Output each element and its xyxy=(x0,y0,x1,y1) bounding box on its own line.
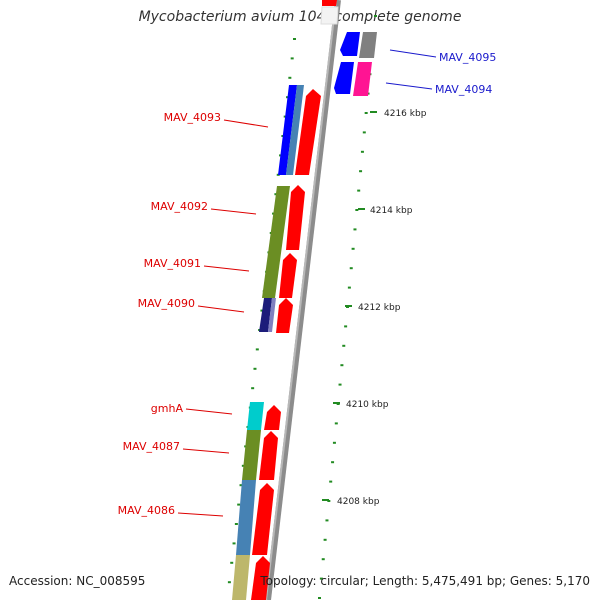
cog-bar-mav4087-olive[interactable] xyxy=(242,430,261,480)
gene-arrow-mav4095-cog-blue[interactable] xyxy=(340,32,360,56)
gene-label-mav4094[interactable]: MAV_4094 xyxy=(385,82,492,96)
scale-tick-4212: 4212 kbp xyxy=(345,303,401,313)
accession-label: Accession: NC_008595 xyxy=(9,574,146,588)
genome-backbone xyxy=(265,0,341,600)
gene-arrow-gmha[interactable] xyxy=(264,405,281,430)
cog-bar-gmha-cyan[interactable] xyxy=(247,402,264,430)
svg-text:MAV_4091: MAV_4091 xyxy=(144,257,201,270)
gene-label-mav4091[interactable]: MAV_4091 xyxy=(144,257,250,272)
cog-bar-next-khaki[interactable] xyxy=(232,555,250,600)
svg-text:4210 kbp: 4210 kbp xyxy=(346,400,389,410)
gene-arrow-mav4086[interactable] xyxy=(252,483,274,555)
svg-text:MAV_4090: MAV_4090 xyxy=(138,297,195,310)
cog-bar-mav4086-steel[interactable] xyxy=(236,480,256,555)
svg-text:MAV_4094: MAV_4094 xyxy=(435,83,492,96)
gene-label-mav4092[interactable]: MAV_4092 xyxy=(151,200,257,215)
gene-arrow-mav4090[interactable] xyxy=(276,298,293,333)
gene-arrow-mav4093[interactable] xyxy=(295,89,321,175)
gene-arrow-next[interactable] xyxy=(251,556,270,600)
svg-text:MAV_4092: MAV_4092 xyxy=(151,200,208,213)
cog-bar-mav4093-steel[interactable] xyxy=(286,85,304,175)
gene-label-mav4087[interactable]: MAV_4087 xyxy=(123,440,230,454)
svg-text:MAV_4086: MAV_4086 xyxy=(118,504,175,517)
svg-text:MAV_4093: MAV_4093 xyxy=(164,111,221,124)
gene-label-mav4093[interactable]: MAV_4093 xyxy=(164,111,269,128)
scale-tick-4214: 4214 kbp xyxy=(358,206,413,216)
svg-text:MAV_4087: MAV_4087 xyxy=(123,440,180,453)
cog-bar-mav4092-olive[interactable] xyxy=(262,186,290,298)
gene-arrow-mav4091[interactable] xyxy=(279,253,297,298)
svg-text:4208 kbp: 4208 kbp xyxy=(337,497,380,507)
gene-arrow-mav4094-cog-blue[interactable] xyxy=(334,62,354,94)
cog-bar-mav4090-steel[interactable] xyxy=(268,298,276,332)
gene-label-gmha[interactable]: gmhA xyxy=(151,402,233,415)
scale-tick-4216: 4216 kbp xyxy=(370,109,427,119)
gene-arrow-mav4092[interactable] xyxy=(286,185,305,250)
gene-arrow-top-white[interactable] xyxy=(320,6,339,25)
svg-text:4212 kbp: 4212 kbp xyxy=(358,303,401,313)
gene-label-mav4090[interactable]: MAV_4090 xyxy=(138,297,245,313)
gene-label-mav4095[interactable]: MAV_4095 xyxy=(389,49,496,64)
svg-text:MAV_4095: MAV_4095 xyxy=(439,51,496,64)
scale-tick-4210: 4210 kbp xyxy=(333,400,389,410)
svg-text:4214 kbp: 4214 kbp xyxy=(370,206,413,216)
topology-label: Topology: circular; Length: 5,475,491 bp… xyxy=(260,574,590,588)
gene-arrow-mav4094-cog-magenta[interactable] xyxy=(353,62,372,96)
gene-label-mav4086[interactable]: MAV_4086 xyxy=(118,504,224,517)
scale-tick-4208: 4208 kbp xyxy=(322,497,380,507)
svg-text:gmhA: gmhA xyxy=(151,402,184,415)
cog-bar-mav4090-navy[interactable] xyxy=(259,298,272,332)
svg-text:4216 kbp: 4216 kbp xyxy=(384,109,427,119)
gene-arrow-top-stub[interactable] xyxy=(322,0,337,6)
genome-title: Mycobacterium avium 104, complete genome xyxy=(138,9,462,25)
gene-arrow-mav4087[interactable] xyxy=(259,431,278,480)
genome-backbone-highlight xyxy=(265,0,337,600)
gene-arrow-mav4095-cog-gray[interactable] xyxy=(359,32,377,58)
cog-bar-mav4093-blue[interactable] xyxy=(278,85,297,175)
